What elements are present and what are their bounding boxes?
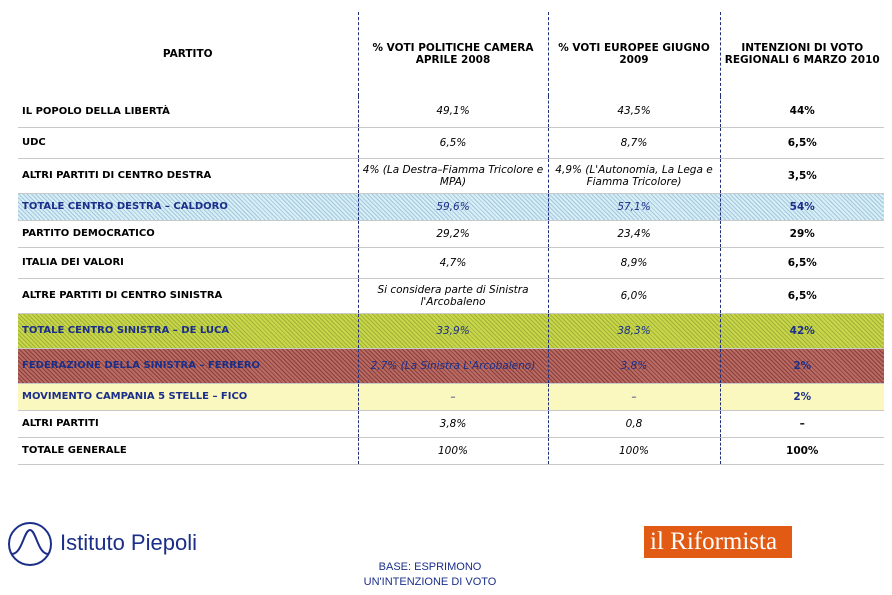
piepoli-name: Istituto Piepoli [60,530,197,555]
base-line-2: UN'INTENZIONE DI VOTO [363,576,497,588]
header-europee-2009: % VOTI EUROPEE GIUGNO 2009 [547,12,720,96]
table-row: UDC 6,5% 8,7% 6,5% [18,127,884,159]
value-2010: 3,5% [719,158,884,194]
party-name: TOTALE CENTRO SINISTRA – DE LUCA [18,313,358,349]
piepoli-mark-icon [8,522,52,566]
value-2010: 6,5% [719,278,884,314]
value-2008: 33,9% [357,313,548,349]
header-partito: PARTITO [162,48,213,60]
value-2009: 0,8 [547,410,720,438]
value-2010: 44% [719,96,884,128]
value-2010: 2% [719,348,884,384]
table-row: IL POPOLO DELLA LIBERTÀ 49,1% 43,5% 44% [18,96,884,128]
value-2008: Si considera parte di Sinistra l'Arcobal… [357,278,548,314]
value-2010: 29% [719,220,884,248]
value-2008: 3,8% [357,410,548,438]
value-2009: 100% [547,437,720,465]
party-name: PARTITO DEMOCRATICO [18,220,358,248]
value-2009: 8,9% [547,247,720,279]
table-row: PARTITO DEMOCRATICO 29,2% 23,4% 29% [18,220,884,248]
base-line-1: BASE: ESPRIMONO [378,561,482,573]
value-2009: 8,7% [547,127,720,159]
party-name: ALTRE PARTITI DI CENTRO SINISTRA [18,278,358,314]
header-row: PARTITO % VOTI POLITICHE CAMERA APRILE 2… [18,12,884,96]
table-row-movimento-5-stelle: MOVIMENTO CAMPANIA 5 STELLE – FICO – – 2… [18,383,884,411]
value-2010: – [719,410,884,438]
value-2008: 29,2% [357,220,548,248]
value-2008: 49,1% [357,96,548,128]
value-2009: 4,9% (L'Autonomia, La Lega e Fiamma Tric… [547,158,720,194]
header-politiche-2008: % VOTI POLITICHE CAMERA APRILE 2008 [357,12,548,96]
results-table: PARTITO % VOTI POLITICHE CAMERA APRILE 2… [18,12,884,465]
il-riformista-logo: il Riformista [644,526,792,558]
value-2010: 2% [719,383,884,411]
value-2010: 100% [719,437,884,465]
value-2008: 4,7% [357,247,548,279]
value-2009: – [547,383,720,411]
party-name: UDC [18,127,358,159]
value-2010: 42% [719,313,884,349]
party-name: FEDERAZIONE DELLA SINISTRA – FERRERO [18,348,358,384]
value-2008: 4% (La Destra–Fiamma Tricolore e MPA) [357,158,548,194]
value-2009: 3,8% [547,348,720,384]
party-name: ALTRI PARTITI [18,410,358,438]
table-row-totale-centro-sinistra: TOTALE CENTRO SINISTRA – DE LUCA 33,9% 3… [18,313,884,349]
party-name: TOTALE CENTRO DESTRA – CALDORO [18,193,358,221]
value-2008: 2,7% (La Sinistra L'Arcobaleno) [357,348,548,384]
value-2009: 23,4% [547,220,720,248]
base-note: BASE: ESPRIMONO UN'INTENZIONE DI VOTO [330,560,530,590]
value-2009: 43,5% [547,96,720,128]
value-2008: 100% [357,437,548,465]
value-2008: 59,6% [357,193,548,221]
header-regionali-2010: INTENZIONI DI VOTO REGIONALI 6 MARZO 201… [719,12,884,96]
value-2008: – [357,383,548,411]
table-row: ALTRI PARTITI DI CENTRO DESTRA 4% (La De… [18,158,884,194]
value-2008: 6,5% [357,127,548,159]
table-row-federazione-sinistra: FEDERAZIONE DELLA SINISTRA – FERRERO 2,7… [18,348,884,384]
party-name: TOTALE GENERALE [18,437,358,465]
value-2010: 6,5% [719,247,884,279]
table-row: ALTRE PARTITI DI CENTRO SINISTRA Si cons… [18,278,884,314]
party-name: ALTRI PARTITI DI CENTRO DESTRA [18,158,358,194]
value-2009: 38,3% [547,313,720,349]
value-2010: 54% [719,193,884,221]
party-name: IL POPOLO DELLA LIBERTÀ [18,96,358,128]
table-row: ALTRI PARTITI 3,8% 0,8 – [18,410,884,438]
table-row: ITALIA DEI VALORI 4,7% 8,9% 6,5% [18,247,884,279]
istituto-piepoli-logo: Istituto Piepoli [4,520,234,580]
value-2009: 57,1% [547,193,720,221]
table-row-totale-centro-destra: TOTALE CENTRO DESTRA – CALDORO 59,6% 57,… [18,193,884,221]
party-name: MOVIMENTO CAMPANIA 5 STELLE – FICO [18,383,358,411]
table-row-totale-generale: TOTALE GENERALE 100% 100% 100% [18,437,884,465]
value-2010: 6,5% [719,127,884,159]
party-name: ITALIA DEI VALORI [18,247,358,279]
value-2009: 6,0% [547,278,720,314]
